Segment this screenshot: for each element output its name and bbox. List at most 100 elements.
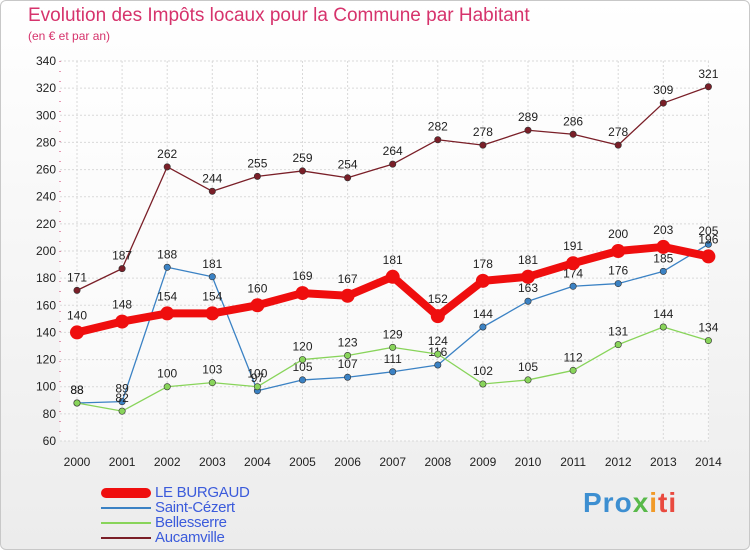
data-label-bellesserre: 112 [564, 350, 583, 364]
x-tick-label: 2005 [289, 455, 316, 469]
y-tick-label: 320 [36, 81, 56, 95]
data-label-aucamville: 255 [247, 156, 267, 170]
data-label-saint-c-zert: 205 [698, 224, 718, 238]
y-tick-label: 300 [36, 108, 56, 122]
chart-subtitle: (en € et par an) [28, 29, 111, 43]
data-label-le-burgaud: 181 [383, 253, 403, 267]
y-tick-label: 60 [43, 434, 57, 448]
data-point-bellesserre [434, 350, 442, 358]
data-point-le-burgaud [205, 306, 220, 321]
data-point-saint-c-zert [344, 373, 352, 381]
data-label-aucamville: 187 [112, 249, 132, 263]
data-label-aucamville: 254 [338, 158, 358, 172]
data-point-bellesserre [298, 356, 306, 364]
data-point-bellesserre [118, 407, 126, 415]
data-label-aucamville: 282 [428, 120, 448, 134]
data-label-saint-c-zert: 163 [518, 281, 538, 295]
data-point-aucamville [524, 126, 532, 134]
data-point-aucamville [569, 130, 577, 138]
y-tick-label: 280 [36, 135, 56, 149]
data-point-bellesserre [569, 366, 577, 374]
data-label-bellesserre: 120 [292, 340, 312, 354]
legend-label-saint-cezert: Saint-Cézert [155, 499, 235, 516]
legend-swatch-bellesserre [101, 522, 151, 524]
data-point-bellesserre [659, 323, 667, 331]
y-tick-label: 80 [43, 407, 57, 421]
data-point-le-burgaud [701, 249, 716, 264]
data-label-bellesserre: 105 [518, 360, 538, 374]
data-point-saint-c-zert [569, 282, 577, 290]
data-label-le-burgaud: 191 [563, 239, 583, 253]
data-label-le-burgaud: 154 [202, 289, 222, 303]
data-point-le-burgaud [340, 288, 355, 303]
data-label-bellesserre: 102 [473, 364, 493, 378]
data-label-saint-c-zert: 188 [157, 247, 177, 261]
y-tick-label: 100 [36, 380, 56, 394]
x-tick-label: 2010 [515, 455, 542, 469]
data-label-le-burgaud: 154 [157, 289, 177, 303]
x-tick-label: 2011 [560, 455, 586, 469]
legend-swatch-aucamville [101, 537, 151, 539]
data-label-aucamville: 321 [698, 67, 718, 81]
x-tick-label: 2003 [199, 455, 226, 469]
data-point-aucamville [118, 265, 126, 273]
data-label-aucamville: 309 [653, 83, 673, 97]
data-label-saint-c-zert: 176 [608, 264, 628, 278]
x-tick-label: 2008 [424, 455, 451, 469]
data-point-bellesserre [344, 351, 352, 359]
y-tick-label: 240 [36, 190, 56, 204]
data-point-le-burgaud [250, 298, 265, 313]
x-tick-label: 2000 [64, 455, 91, 469]
data-point-aucamville [73, 286, 81, 294]
data-label-le-burgaud: 196 [698, 232, 718, 246]
x-tick-label: 2002 [154, 455, 181, 469]
x-tick-label: 2014 [695, 455, 722, 469]
x-tick-label: 2009 [470, 455, 497, 469]
data-point-saint-c-zert [614, 280, 622, 288]
y-tick-label: 120 [36, 353, 56, 367]
data-point-aucamville [208, 187, 216, 195]
data-point-aucamville [479, 141, 487, 149]
data-point-saint-c-zert [659, 267, 667, 275]
legend-label-le-burgaud: LE BURGAUD [155, 484, 250, 501]
data-label-bellesserre: 82 [115, 391, 129, 405]
data-point-le-burgaud [70, 325, 84, 340]
x-tick-label: 2001 [109, 455, 136, 469]
data-label-le-burgaud: 203 [653, 223, 673, 237]
data-label-saint-c-zert: 111 [384, 352, 403, 366]
data-label-le-burgaud: 152 [428, 292, 448, 306]
data-point-le-burgaud [475, 273, 490, 288]
data-label-bellesserre: 144 [653, 307, 673, 321]
data-label-saint-c-zert: 181 [202, 257, 222, 271]
data-point-le-burgaud [115, 314, 130, 329]
data-point-saint-c-zert [118, 398, 126, 406]
data-label-bellesserre: 100 [157, 367, 177, 381]
data-point-aucamville [344, 174, 352, 182]
data-label-le-burgaud: 178 [473, 257, 493, 271]
data-point-bellesserre [524, 376, 532, 384]
y-tick-label: 160 [36, 298, 56, 312]
data-label-bellesserre: 123 [338, 336, 358, 350]
data-label-bellesserre: 124 [428, 334, 448, 348]
data-point-bellesserre [253, 383, 261, 391]
data-label-bellesserre: 100 [247, 367, 267, 381]
data-point-bellesserre [163, 383, 171, 391]
data-point-saint-c-zert [479, 323, 487, 331]
data-label-saint-c-zert: 88 [70, 383, 84, 397]
data-label-le-burgaud: 181 [518, 253, 538, 267]
data-label-aucamville: 171 [67, 270, 87, 284]
x-tick-label: 2006 [334, 455, 361, 469]
data-label-aucamville: 289 [518, 110, 538, 124]
data-label-aucamville: 286 [563, 114, 583, 128]
data-point-le-burgaud [160, 306, 175, 321]
data-point-saint-c-zert [704, 240, 712, 248]
data-label-aucamville: 278 [608, 125, 628, 139]
data-label-le-burgaud: 200 [608, 227, 628, 241]
data-point-aucamville [253, 172, 261, 180]
data-label-aucamville: 244 [202, 171, 222, 185]
legend-swatch-saint-cezert [101, 507, 151, 509]
data-point-aucamville [298, 167, 306, 175]
proxiti-logo: Proxiti [583, 487, 678, 518]
data-point-aucamville [659, 99, 667, 107]
